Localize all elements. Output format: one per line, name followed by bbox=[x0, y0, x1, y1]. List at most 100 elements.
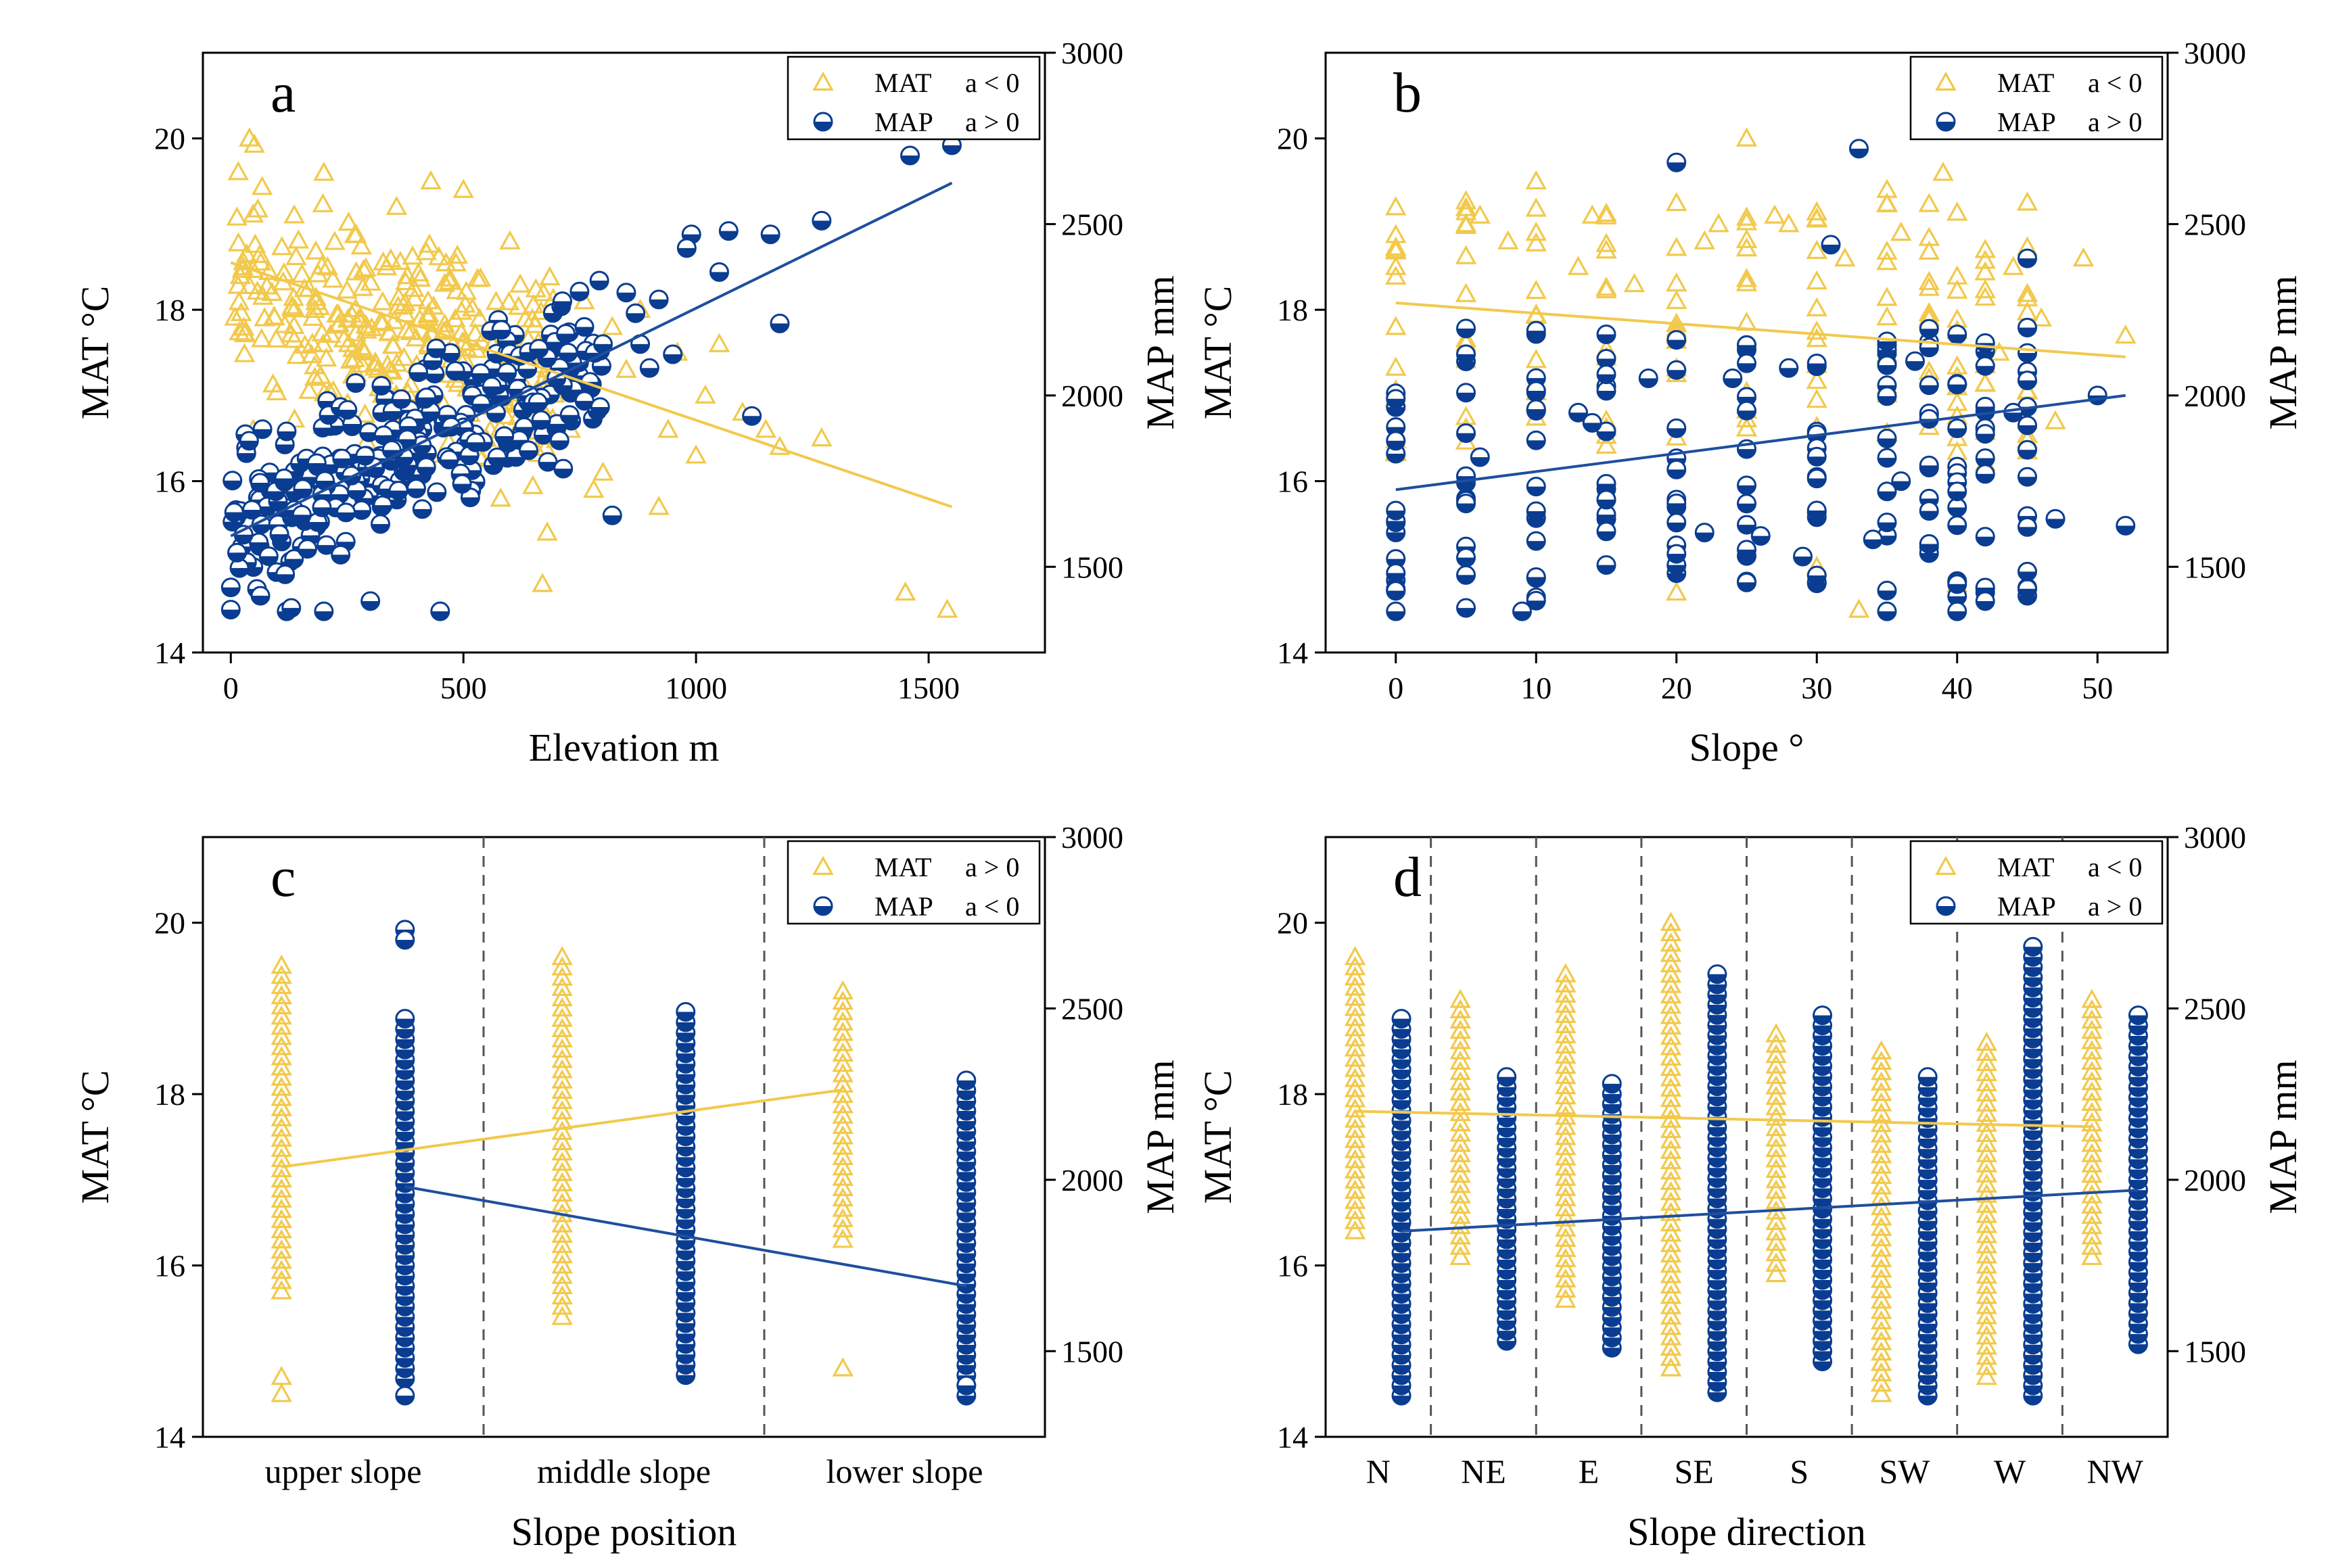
panel-a-map-point-ring bbox=[281, 598, 302, 618]
panel-b-map-point bbox=[1905, 351, 1925, 371]
panel-c-legend-label: MAT bbox=[875, 852, 931, 882]
panel-a-map-point bbox=[528, 392, 548, 412]
panel-a-map-point-ring bbox=[471, 363, 491, 383]
panel-b-map-point bbox=[1456, 494, 1476, 514]
panel-a-xtick-label: 1500 bbox=[897, 671, 960, 705]
panel-a-mat-point bbox=[352, 338, 374, 358]
panel-d-category-label: NW bbox=[2087, 1452, 2144, 1490]
panel-b-mat-point bbox=[1525, 349, 1547, 369]
panel-d-y2tick-label: 2500 bbox=[2184, 991, 2246, 1026]
panel-a-ytick-label: 18 bbox=[154, 293, 185, 327]
panel-c-ytick-label: 14 bbox=[154, 1420, 185, 1454]
panel-a-mat-point bbox=[404, 287, 425, 307]
panel-c-map-point bbox=[956, 1375, 977, 1396]
panel-a-mat-point bbox=[685, 444, 707, 464]
panel-b-map-point bbox=[1596, 364, 1616, 385]
panel-a-mat-point bbox=[258, 260, 280, 280]
panel-a-map-point bbox=[602, 505, 622, 525]
panel-a-mat-point bbox=[509, 273, 531, 293]
panel-b-map-point bbox=[1456, 598, 1476, 618]
panel-a-legend-label: MAT bbox=[875, 68, 931, 98]
panel-b-map-point-ring bbox=[1526, 477, 1546, 497]
panel-a-map-point bbox=[538, 452, 558, 472]
panel-a-map-point bbox=[590, 397, 610, 417]
panel-b-mat-point bbox=[1708, 213, 1729, 233]
panel-b-map-point bbox=[1919, 375, 1939, 396]
panel-a-map-point bbox=[676, 238, 697, 258]
panel-a-map-point bbox=[760, 224, 780, 245]
panel-b-mat-point bbox=[2016, 287, 2038, 307]
panel-a-mat-point bbox=[252, 285, 274, 305]
panel-a-map-point bbox=[317, 535, 337, 555]
panel-b-map-point-ring bbox=[1386, 500, 1406, 521]
panel-d-map-point bbox=[1391, 1009, 1412, 1029]
panel-b-map-point bbox=[1386, 581, 1406, 601]
panel-c-y2tick-label: 2000 bbox=[1061, 1163, 1123, 1197]
panel-b-xtick-label: 40 bbox=[1942, 671, 1973, 705]
panel-a-mat-point bbox=[312, 193, 334, 212]
panel-a-mat-point bbox=[499, 230, 521, 250]
panel-a-mat-point bbox=[285, 245, 307, 266]
panel-d-category-label: SW bbox=[1879, 1452, 1930, 1490]
panel-a-mat-point bbox=[354, 403, 376, 423]
panel-a-mat-point bbox=[508, 295, 530, 315]
panel-c-mat-point bbox=[271, 1366, 292, 1385]
panel-b-mat-point bbox=[2115, 324, 2137, 344]
panel-a-map-point-ring bbox=[426, 338, 446, 358]
panel-b-mat-point bbox=[1735, 268, 1758, 287]
panel-b-mat-point bbox=[1497, 230, 1519, 250]
panel-a-map-point-ring bbox=[388, 481, 409, 501]
panel-b-legend-label: MAT bbox=[1997, 68, 2054, 98]
panel-a-map-point-ring bbox=[274, 468, 294, 488]
panel-b-map-point bbox=[1666, 513, 1687, 533]
panel-b-map-point bbox=[1596, 521, 1616, 542]
panel-a-mat-point bbox=[407, 262, 429, 282]
panel-c-legend-sign: a > 0 bbox=[965, 852, 1019, 882]
panel-b-mat-point bbox=[1876, 179, 1898, 198]
panel-b-map-point bbox=[1666, 459, 1687, 479]
panel-b-map-point bbox=[1456, 318, 1476, 339]
panel-d-y2tick-label: 1500 bbox=[2184, 1334, 2246, 1369]
panel-b-map-point bbox=[1806, 446, 1827, 467]
panel-a-x-axis-title: Elevation m bbox=[529, 726, 720, 769]
panel-b-map-point bbox=[1386, 431, 1406, 451]
panel-d-legend-sign: a > 0 bbox=[2088, 891, 2142, 922]
panel-b-map-point bbox=[1526, 430, 1546, 450]
panel-b-map-point bbox=[1919, 501, 1939, 521]
panel-d-letter: d bbox=[1393, 846, 1422, 909]
panel-a-map-point bbox=[306, 453, 327, 473]
panel-a-mat-point bbox=[469, 308, 490, 327]
panel-b-mat-point bbox=[1974, 261, 1996, 281]
panel-b-mat-point bbox=[1525, 221, 1547, 241]
panel-b-mat-point bbox=[1876, 306, 1898, 326]
panel-a-map-point-ring bbox=[427, 482, 447, 502]
panel-b-mat-point bbox=[1946, 355, 1968, 375]
panel-b-map-point bbox=[1919, 318, 1939, 339]
panel-b-mat-point bbox=[1834, 247, 1856, 267]
panel-a-mat-point bbox=[312, 333, 334, 353]
panel-a-map-point bbox=[556, 324, 576, 344]
panel-a-mat-point bbox=[308, 295, 331, 315]
panel-b-legend-sign: a < 0 bbox=[2088, 68, 2142, 98]
panel-a-letter: a bbox=[271, 62, 296, 124]
panel-a-map-point bbox=[336, 502, 356, 523]
panel-b-map-point bbox=[1526, 590, 1546, 611]
panel-a-map-point bbox=[514, 417, 534, 437]
panel-a-mat-point bbox=[514, 308, 536, 328]
panel-b-xtick-label: 20 bbox=[1661, 671, 1692, 705]
panel-a-map-point bbox=[416, 457, 436, 477]
panel-c-legend-label: MAP bbox=[875, 891, 933, 922]
panel-a-map-point bbox=[427, 482, 447, 502]
panel-a-map-point bbox=[718, 221, 739, 241]
panel-a-mat-point bbox=[615, 358, 637, 378]
panel-d-map-point bbox=[1602, 1074, 1622, 1094]
panel-a-map-point-ring bbox=[494, 426, 515, 446]
panel-a-map-point bbox=[258, 546, 279, 567]
panel-a-map-point bbox=[314, 601, 334, 621]
panel-a-map-point-ring bbox=[409, 362, 429, 383]
panel-a-mat-point bbox=[498, 291, 520, 310]
panel-b-map-point bbox=[1975, 333, 1995, 353]
